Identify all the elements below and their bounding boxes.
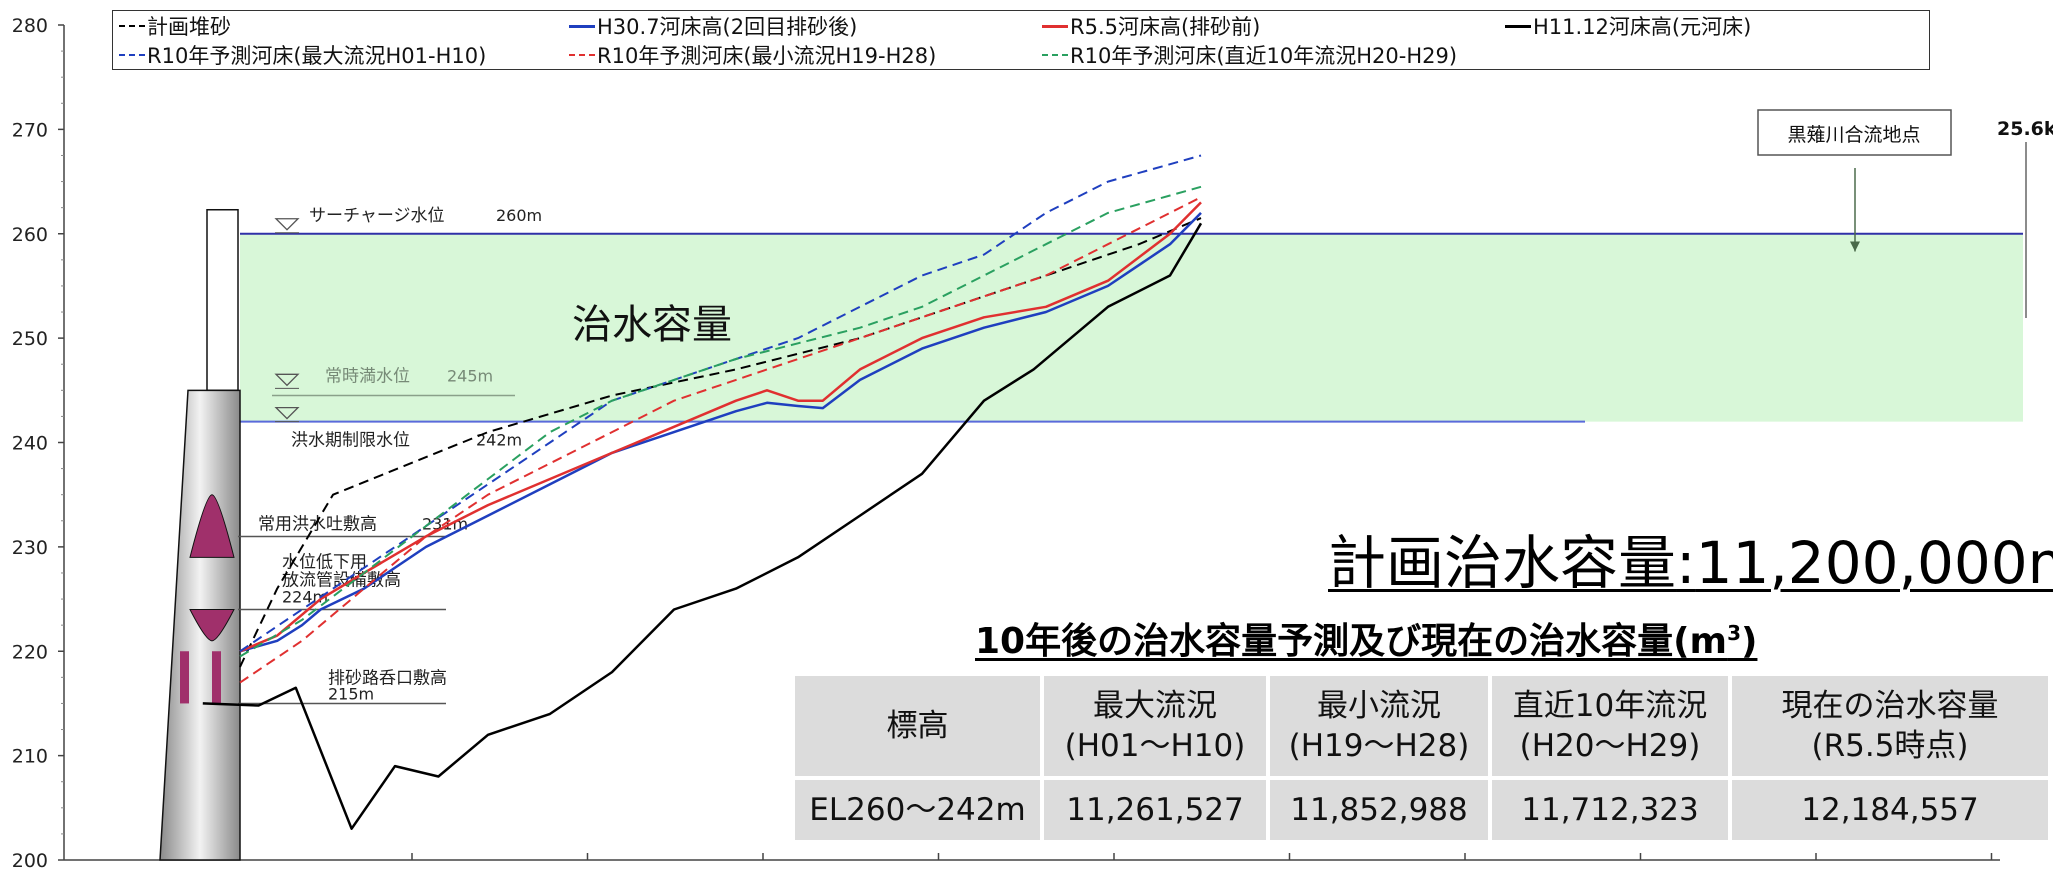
surcharge-marker <box>274 218 300 231</box>
normal-level-marker <box>274 373 300 387</box>
capacity-table-title: 10年後の治水容量予測及び現在の治水容量(m3) <box>975 621 1758 662</box>
y-tick-label: 230 <box>12 537 48 559</box>
flood-season-value: 242m <box>476 431 522 450</box>
y-tick-label: 240 <box>12 433 48 455</box>
planned-capacity-title: 計画治水容量:11,200,000m3 <box>1328 529 2053 597</box>
surcharge-value: 260m <box>496 206 542 225</box>
cell-min-flow: 11,852,988 <box>1266 776 1492 844</box>
series-6-line <box>239 185 1202 658</box>
y-tick-label: 270 <box>12 119 48 141</box>
normal-level-value: 245m <box>447 366 493 385</box>
y-tick-label: 200 <box>12 850 48 869</box>
legend-item-r5-bed: R5.5河床高(排砂前) <box>1042 13 1260 39</box>
series-5-line <box>239 196 1202 684</box>
sediment-outlet-1 <box>212 651 221 704</box>
outlet-pipe-label-1: 水位低下用 <box>282 553 367 573</box>
flood-season-marker <box>274 406 300 420</box>
spillway-label: 常用洪水吐敷高 <box>258 514 377 534</box>
header-max-flow: 最大流況 (H01〜H10) <box>1040 672 1270 780</box>
dam-gate-0 <box>189 494 235 558</box>
legend: 計画堆砂 H30.7河床高(2回目排砂後) R5.5河床高(排砂前) H11.1… <box>112 10 1930 70</box>
series-2-line <box>239 201 1202 653</box>
dam-gate-1 <box>189 609 235 642</box>
normal-level-label: 常時満水位 <box>325 366 410 386</box>
sediment-outlet-0 <box>180 651 189 704</box>
sediment-intake-label: 排砂路呑口敷高 <box>328 668 447 688</box>
dam-crest <box>206 208 239 392</box>
cell-recent-flow: 11,712,323 <box>1488 776 1732 844</box>
legend-item-planned-sediment: 計画堆砂 <box>119 13 231 39</box>
y-tick-label: 220 <box>12 641 48 663</box>
confluence-box <box>1757 109 1952 156</box>
legend-item-recent-flow: R10年予測河床(直近10年流況H20-H29) <box>1042 42 1457 68</box>
flood-capacity-label: 治水容量 <box>572 302 732 348</box>
confluence-arrow-head <box>1850 241 1860 252</box>
cell-current-capacity: 12,184,557 <box>1728 776 2052 844</box>
cell-max-flow: 11,261,527 <box>1040 776 1270 844</box>
header-elevation: 標高 <box>791 672 1044 780</box>
table-row: EL260〜242m 11,261,527 11,852,988 11,712,… <box>791 776 2052 844</box>
y-tick-label: 250 <box>12 328 48 350</box>
flood-season-label: 洪水期制限水位 <box>291 431 410 451</box>
header-recent-flow: 直近10年流況 (H20〜H29) <box>1488 672 1732 780</box>
y-tick-label: 260 <box>12 224 48 246</box>
cell-elevation: EL260〜242m <box>791 776 1044 844</box>
header-current-capacity: 現在の治水容量 (R5.5時点) <box>1728 672 2052 780</box>
legend-item-h11-bed: H11.12河床高(元河床) <box>1505 13 1751 39</box>
series-3-line <box>202 222 1203 830</box>
confluence-label: 黒薙川合流地点 <box>1787 124 1920 146</box>
legend-item-h30-bed: H30.7河床高(2回目排砂後) <box>569 13 857 39</box>
capacity-table: 標高 最大流況 (H01〜H10) 最小流況 (H19〜H28) 直近10年流況 (H… <box>791 672 2052 844</box>
legend-item-max-flow: R10年予測河床(最大流況H01-H10) <box>119 42 486 68</box>
legend-item-min-flow: R10年予測河床(最小流況H19-H28) <box>569 42 936 68</box>
distance-label: 25.6k <box>1997 118 2053 140</box>
header-min-flow: 最小流況 (H19〜H28) <box>1266 672 1492 780</box>
series-1-line <box>239 212 1202 653</box>
table-header-row: 標高 最大流況 (H01〜H10) 最小流況 (H19〜H28) 直近10年流況 (H… <box>791 672 2052 780</box>
y-tick-label: 210 <box>12 746 48 768</box>
flood-capacity-area <box>240 233 2023 422</box>
sediment-intake-value: 215m <box>328 684 374 703</box>
surcharge-label: サーチャージ水位 <box>309 206 445 226</box>
outlet-pipe-label-2: 放流管設備敷高 <box>282 571 401 591</box>
y-tick-label: 280 <box>12 15 48 37</box>
